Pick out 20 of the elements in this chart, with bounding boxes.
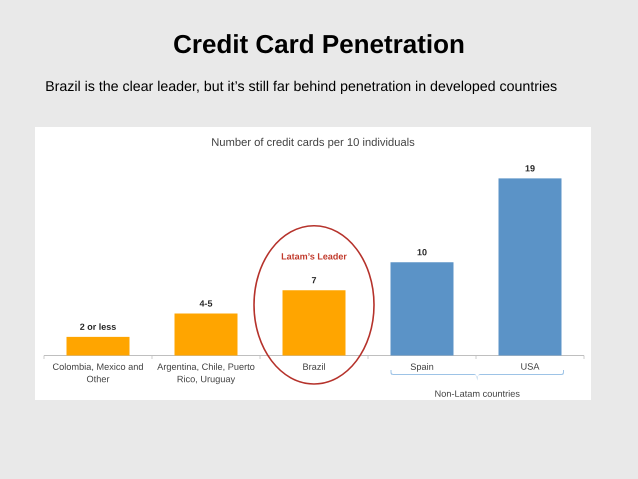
x-tick-label: USA	[521, 363, 540, 370]
data-label: 7	[312, 277, 316, 284]
x-tick-label: Spain	[410, 363, 434, 372]
chart-subtitle: Brazil is the clear leader, but it’s still far behind penetration in developed countries	[46, 80, 557, 94]
bar	[390, 262, 454, 356]
x-tick-label: Argentina, Chile, Puerto Rico, Uruguay	[157, 363, 254, 384]
text: Non-Latam countries	[435, 390, 520, 397]
chart-title: Credit Card Penetration	[174, 34, 464, 54]
data-label: 2 or less	[80, 323, 116, 330]
bar	[282, 290, 346, 356]
text: Number of credit cards per 10 individuals	[212, 138, 414, 148]
data-label: 4-5	[200, 300, 212, 307]
bar	[498, 178, 562, 356]
bar	[66, 336, 130, 356]
x-tick-label: Brazil	[303, 363, 325, 370]
x-tick-label: Colombia, Mexico and Other	[52, 363, 143, 382]
data-label: 10	[418, 249, 427, 256]
data-label: 19	[526, 165, 535, 172]
bar	[174, 314, 238, 356]
annotation: Latam’s Leader	[282, 252, 347, 260]
